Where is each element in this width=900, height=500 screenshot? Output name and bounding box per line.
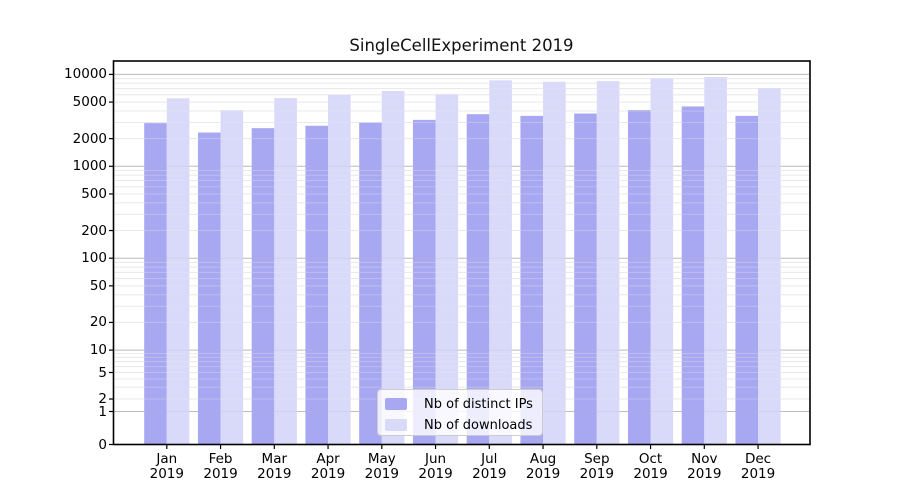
y-tick-label: 5000 — [72, 94, 107, 111]
bar-distinct-ips-Jul — [466, 114, 490, 445]
y-tick-label: 200 — [81, 222, 107, 239]
bar-downloads-Oct — [650, 78, 674, 445]
legend-swatch-downloads-icon — [385, 419, 407, 431]
bar-distinct-ips-Nov — [681, 106, 705, 445]
bar-downloads-Jan — [166, 98, 190, 445]
y-tick-label: 50 — [89, 277, 107, 294]
x-tick-label-Oct: Oct 2019 — [633, 451, 668, 482]
bar-distinct-ips-Aug — [520, 115, 544, 445]
y-tick-label: 500 — [81, 185, 107, 202]
bar-downloads-Jun — [435, 94, 459, 445]
bar-distinct-ips-Sep — [574, 113, 597, 445]
y-tick-label: 5 — [98, 364, 107, 381]
y-tick-label: 100 — [81, 250, 107, 267]
bar-distinct-ips-Dec — [735, 115, 759, 445]
bar-distinct-ips-Jan — [144, 123, 167, 445]
x-tick-label-Jun: Jun 2019 — [418, 451, 453, 482]
bar-distinct-ips-Apr — [305, 125, 329, 445]
plot-frame — [112, 60, 811, 446]
bar-downloads-Jul — [489, 80, 512, 445]
bar-downloads-Mar — [274, 98, 297, 445]
x-tick-label-Jan: Jan 2019 — [149, 451, 184, 482]
bar-downloads-Nov — [704, 77, 727, 445]
y-tick-label: 10 — [89, 342, 107, 359]
y-tick-label: 20 — [89, 314, 107, 331]
legend-item-distinct-ips: Nb of distinct IPs — [385, 396, 542, 412]
bar-distinct-ips-Mar — [251, 128, 275, 445]
chart-title: SingleCellExperiment 2019 — [349, 36, 574, 55]
x-tick-label-Feb: Feb 2019 — [203, 451, 238, 482]
y-tick-label: 2000 — [72, 130, 107, 147]
legend: Nb of distinct IPs Nb of downloads — [377, 389, 543, 436]
x-tick-label-Mar: Mar 2019 — [257, 451, 292, 482]
bar-downloads-Sep — [596, 81, 620, 445]
x-tick-label-May: May 2019 — [364, 451, 399, 482]
bar-downloads-Dec — [758, 88, 781, 445]
bar-distinct-ips-Oct — [627, 110, 651, 445]
x-tick-label-Sep: Sep 2019 — [579, 451, 614, 482]
bar-distinct-ips-Jun — [412, 119, 436, 445]
bar-downloads-Aug — [543, 81, 566, 445]
x-tick-label-Nov: Nov 2019 — [687, 451, 722, 482]
y-tick-label: 2 — [98, 391, 107, 407]
x-tick-label-Jul: Jul 2019 — [472, 451, 507, 482]
y-tick-label: 1000 — [72, 158, 107, 175]
legend-label-distinct-ips: Nb of distinct IPs — [424, 396, 533, 412]
bar-distinct-ips-Feb — [197, 132, 221, 445]
y-tick-label: 10000 — [64, 66, 107, 83]
legend-label-downloads: Nb of downloads — [424, 417, 533, 433]
y-tick-label: 1 — [98, 403, 107, 420]
bar-downloads-May — [381, 91, 405, 445]
legend-item-downloads: Nb of downloads — [385, 417, 542, 433]
x-tick-label-Aug: Aug 2019 — [525, 451, 561, 482]
x-tick-label-Apr: Apr 2019 — [310, 451, 346, 482]
x-tick-label-Dec: Dec 2019 — [740, 451, 776, 482]
bar-downloads-Feb — [220, 110, 244, 445]
bar-distinct-ips-May — [359, 122, 382, 445]
bar-downloads-Apr — [328, 94, 351, 445]
legend-swatch-distinct-ips-icon — [385, 398, 407, 410]
y-tick-label: 0 — [98, 436, 107, 453]
